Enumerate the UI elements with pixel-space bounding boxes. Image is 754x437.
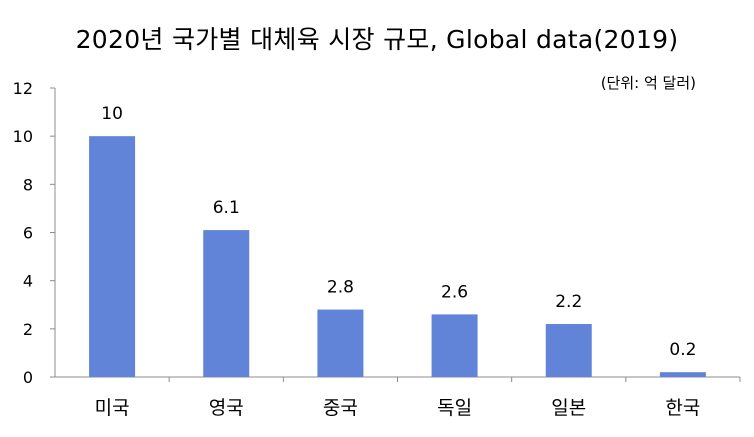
bar bbox=[203, 230, 250, 377]
data-label: 10 bbox=[101, 104, 123, 124]
y-tick-label: 12 bbox=[13, 79, 33, 98]
chart-title: 2020년 국가별 대체육 시장 규모, Global data(2019) bbox=[75, 25, 679, 54]
labels: 10 미국 6.1 영국 2.8 중국 2.6 독일 2.2 일본 0.2 한국 bbox=[95, 104, 701, 419]
y-tick-label: 2 bbox=[23, 320, 33, 339]
unit-note: (단위: 억 달러) bbox=[600, 74, 696, 92]
bar bbox=[89, 136, 136, 377]
y-tick-label: 8 bbox=[23, 175, 33, 194]
category-label: 영국 bbox=[209, 397, 244, 419]
bar bbox=[545, 324, 592, 377]
data-label: 2.6 bbox=[441, 282, 468, 302]
bar bbox=[659, 372, 706, 377]
data-label: 2.8 bbox=[327, 278, 354, 298]
data-label: 2.2 bbox=[555, 292, 582, 312]
category-label: 일본 bbox=[551, 397, 586, 419]
bar bbox=[431, 314, 478, 377]
y-tick-label: 6 bbox=[23, 224, 33, 243]
data-label: 0.2 bbox=[669, 340, 696, 360]
category-label: 중국 bbox=[323, 397, 358, 419]
bar bbox=[317, 309, 364, 377]
y-tick-label: 0 bbox=[23, 368, 33, 387]
category-label: 미국 bbox=[95, 397, 130, 419]
axes: 0 2 4 6 8 10 12 bbox=[13, 79, 741, 387]
y-tick-label: 10 bbox=[13, 127, 33, 146]
bars bbox=[89, 136, 706, 377]
data-label: 6.1 bbox=[213, 198, 240, 218]
category-label: 독일 bbox=[437, 397, 472, 419]
category-label: 한국 bbox=[665, 397, 700, 419]
y-tick-label: 4 bbox=[23, 272, 33, 291]
